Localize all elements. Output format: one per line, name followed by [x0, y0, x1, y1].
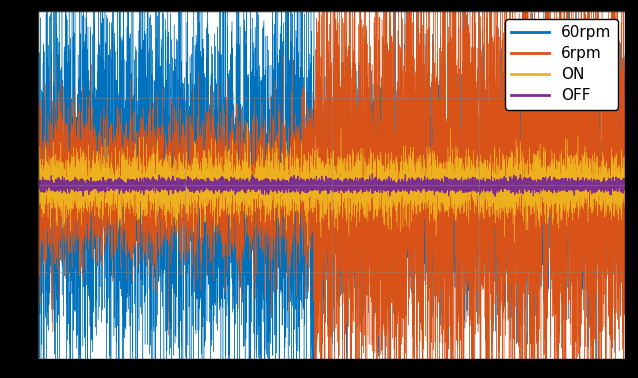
Legend: 60rpm, 6rpm, ON, OFF: 60rpm, 6rpm, ON, OFF — [505, 19, 618, 110]
